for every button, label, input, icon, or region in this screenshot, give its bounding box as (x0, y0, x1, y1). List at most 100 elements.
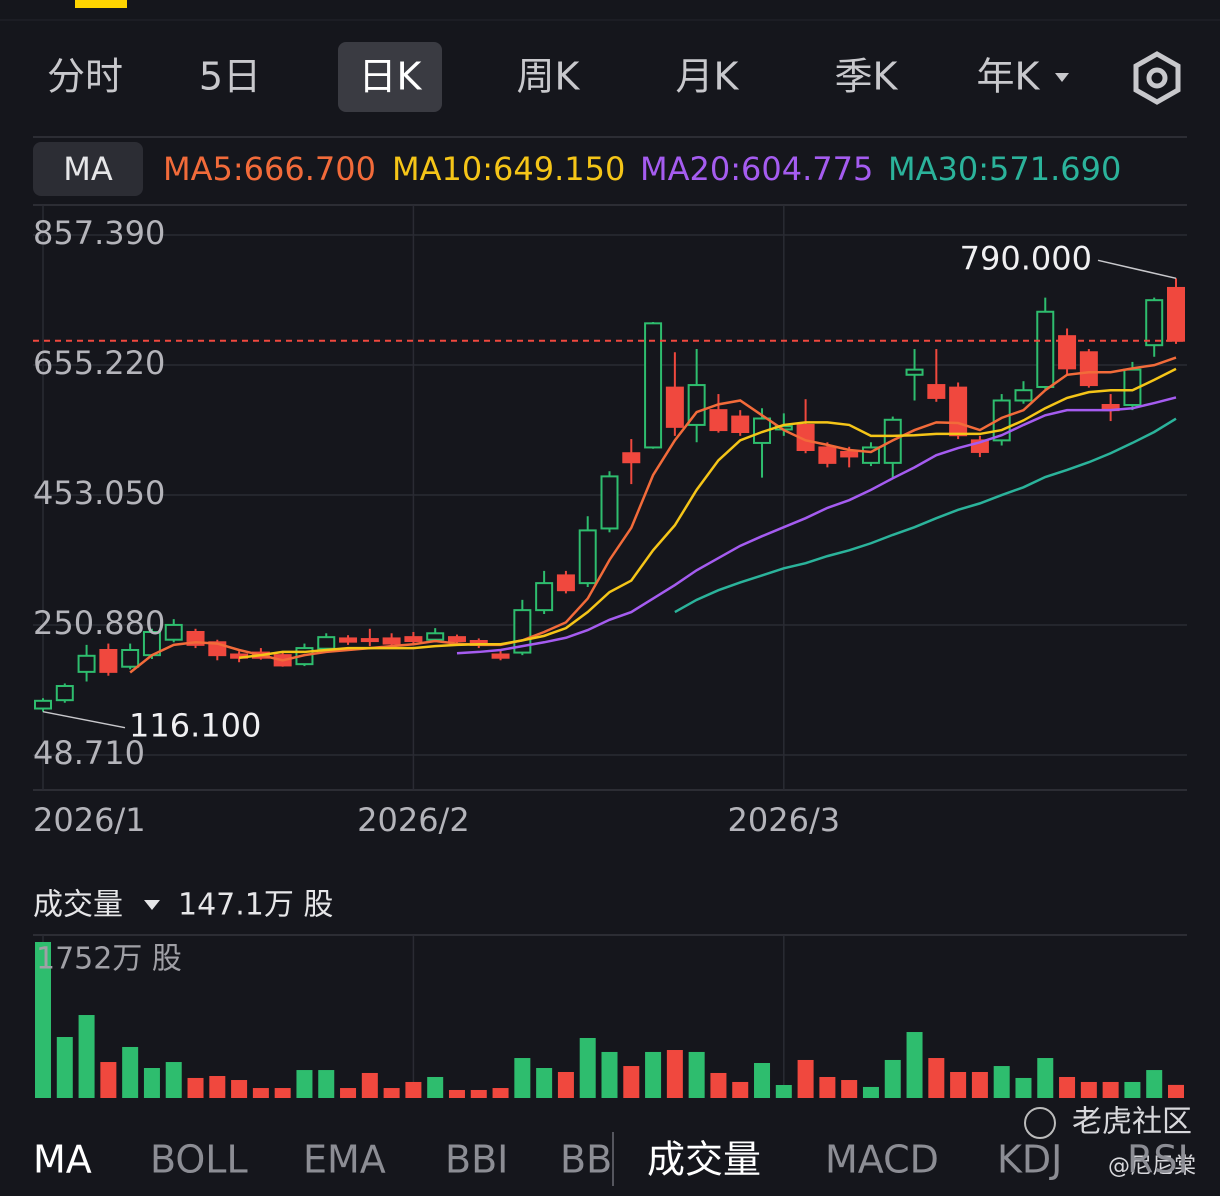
candle-body (426, 632, 445, 641)
candle-body (709, 409, 728, 432)
settings-hexagon (1133, 51, 1181, 105)
dropdown-caret (1055, 73, 1069, 82)
volume-bar (623, 1066, 640, 1098)
candle-body (34, 699, 52, 710)
y-tick-label: 857.390 (33, 214, 165, 252)
volume-bar (1146, 1070, 1163, 1098)
volume-bar (100, 1062, 117, 1098)
candle-body (665, 386, 684, 428)
candle-body (905, 368, 924, 376)
candle-body (840, 450, 859, 458)
candle-body (1036, 310, 1055, 388)
candle-body (1058, 335, 1077, 370)
volume-bar (165, 1062, 182, 1098)
settings-dot (1146, 67, 1168, 89)
y-tick-label: 250.880 (33, 604, 165, 642)
volume-current: 147.1万 股 (178, 888, 333, 923)
volume-bar (666, 1050, 683, 1098)
watermark: 老虎社区 (1072, 1105, 1192, 1140)
volume-bar (187, 1077, 204, 1098)
volume-title[interactable]: 成交量 (33, 888, 123, 923)
volume-bar (993, 1066, 1010, 1098)
candle-body (382, 637, 401, 645)
status-accent (75, 0, 127, 8)
volume-bar (1059, 1076, 1076, 1098)
indicator-tab[interactable]: RSI (1127, 1138, 1189, 1182)
volume-bar (1015, 1077, 1032, 1098)
candle-body (687, 384, 706, 426)
ma-line (129, 356, 1177, 674)
volume-bar (35, 942, 51, 1098)
volume-bar (775, 1085, 792, 1098)
volume-tick-label: 1752万 股 (36, 942, 182, 977)
volume-bar (884, 1059, 901, 1098)
indicator-tab[interactable]: EMA (303, 1138, 386, 1182)
x-tick-label: 2026/1 (33, 801, 146, 839)
volume-bar (1037, 1058, 1054, 1098)
candle-body (970, 439, 989, 453)
indicator-tab[interactable]: BBI (445, 1138, 508, 1182)
timeframe-tab[interactable]: 月K (676, 55, 740, 99)
volume-bar (862, 1086, 879, 1098)
candle-body (818, 446, 837, 464)
indicator-tab[interactable]: MACD (825, 1138, 939, 1182)
timeframe-tab[interactable]: 日K (359, 55, 423, 99)
candle-body (731, 415, 750, 434)
ma-legend: MA20:604.775 (640, 150, 873, 188)
settings-icon[interactable] (1133, 51, 1181, 105)
volume-bar (1102, 1081, 1119, 1098)
volume-bar (56, 1037, 73, 1098)
timeframe-tab[interactable]: 季K (835, 55, 899, 99)
volume-bar (841, 1080, 858, 1098)
dropdown-caret (144, 900, 160, 910)
volume-bar (579, 1037, 596, 1098)
volume-bar (950, 1072, 967, 1098)
volume-bar (318, 1070, 335, 1098)
volume-bar (209, 1076, 226, 1098)
indicator-tab[interactable]: 成交量 (647, 1138, 761, 1182)
timeframe-tab[interactable]: 分时 (47, 55, 123, 99)
annotation-label: 790.000 (960, 239, 1092, 277)
timeframe-tab[interactable]: 5日 (199, 55, 261, 99)
candle-body (317, 636, 336, 650)
annotation-leader (1097, 259, 1177, 280)
y-tick-label: 48.710 (33, 734, 145, 772)
ma-button[interactable]: MA (63, 150, 113, 188)
annotation-leader (42, 710, 126, 729)
ma-button-bg[interactable] (33, 142, 143, 196)
volume-bar (1080, 1081, 1097, 1098)
candle-body (55, 685, 74, 702)
annotation-label: 116.100 (129, 707, 261, 745)
candle-body (600, 475, 619, 530)
indicator-tab[interactable]: BB (560, 1138, 612, 1182)
candle-body (1014, 389, 1033, 402)
y-tick-label: 655.220 (33, 344, 165, 382)
ma-line (238, 367, 1177, 659)
candle-body (77, 654, 96, 673)
candle-body (1145, 299, 1164, 347)
indicator-tab[interactable]: MA (33, 1138, 92, 1182)
volume-bar (361, 1072, 378, 1098)
volume-bar (383, 1088, 400, 1098)
watermark-logo (1024, 1107, 1056, 1139)
x-tick-label: 2026/2 (357, 801, 470, 839)
volume-bar (928, 1058, 945, 1098)
volume-bar (122, 1046, 139, 1098)
indicator-tab[interactable]: KDJ (997, 1138, 1062, 1182)
volume-bar (906, 1032, 923, 1098)
ma-legend: MA5:666.700 (163, 150, 376, 188)
volume-bar (971, 1072, 988, 1098)
volume-bar (143, 1067, 160, 1098)
candle-body (1167, 286, 1185, 342)
volume-bar (296, 1070, 313, 1098)
volume-bar (819, 1076, 836, 1098)
candle-body (99, 649, 118, 673)
timeframe-tab[interactable]: 周K (517, 55, 581, 99)
timeframe-tab[interactable]: 年K (977, 55, 1041, 99)
volume-bar (274, 1088, 291, 1098)
volume-bar (492, 1088, 509, 1098)
candle-body (622, 452, 641, 464)
indicator-tab[interactable]: BOLL (150, 1138, 248, 1182)
candle-body (1079, 351, 1098, 387)
